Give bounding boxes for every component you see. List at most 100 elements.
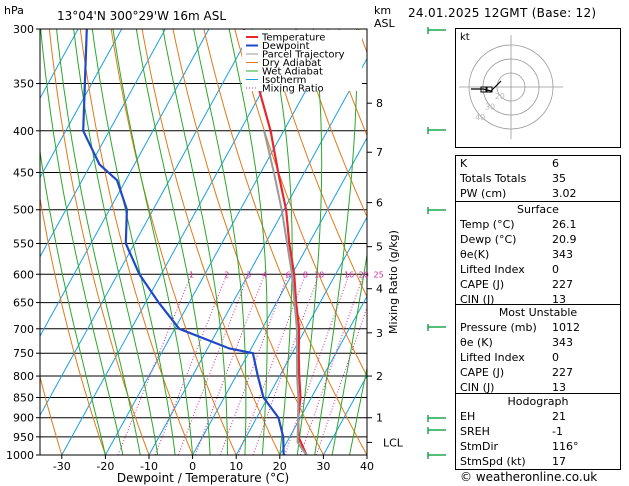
mixing-ratio-line [154,274,228,455]
index-value: 3.02 [552,187,577,200]
index-row: Totals Totals 35 [456,171,620,186]
wet-adiabat-line [162,29,228,455]
most-unstable-row: CIN (J) 13 [456,380,620,395]
surface-label: θe(K) [460,248,490,261]
dry-adiabat-line [79,29,194,455]
index-row: PW (cm) 3.02 [456,186,620,201]
hodograph-table-value: 17 [552,455,566,468]
height-tick-label: 6 [376,197,383,210]
wet-adiabat-line [269,29,293,455]
most-unstable-label: Pressure (mb) [460,321,537,334]
pressure-tick-label: 350 [13,78,34,91]
pressure-tick-label: 500 [13,204,34,217]
dry-adiabat-line [203,29,367,455]
dry-adiabat-line [48,29,150,455]
dry-adiabat-line [40,375,63,455]
mixing-ratio-line [252,274,320,455]
pressure-tick-label: 650 [13,297,34,310]
hodograph-table-row: StmDir 116° [456,439,620,454]
mixing-ratio-label: 10 [314,270,324,279]
hodograph-table-row: SREH -1 [456,424,620,439]
km-label: km [374,4,391,17]
most-unstable-value: 1012 [552,321,580,334]
surface-label: CIN (J) [460,293,495,306]
hodograph-table-label: SREH [460,425,490,438]
isotherm-line [322,374,367,455]
mixing-ratio-line [219,274,289,455]
parcel-trajectory-line [263,130,308,455]
surface-value: 20.9 [552,233,577,246]
height-tick-label: 3 [376,327,383,340]
wet-adiabat-line [40,148,106,455]
surface-row: θe(K) 343 [456,247,620,262]
hodograph-table-row: EH 21 [456,409,620,424]
most-unstable-value: 343 [552,336,573,349]
mixing-ratio-label: 3 [246,270,251,279]
mixing-ratio-line [315,305,367,455]
index-label: Totals Totals [460,172,527,185]
hodograph-marker [480,86,487,93]
hodograph-table-value: -1 [552,425,563,438]
height-tick-label: 4 [376,283,383,296]
most-unstable-label: Lifted Index [460,351,525,364]
surface-value: 13 [552,293,566,306]
temperature-tick-label: 10 [229,460,243,473]
surface-label: Temp (°C) [460,218,515,231]
pressure-tick-label: 950 [13,431,34,444]
surface-label: CAPE (J) [460,278,505,291]
mixing-ratio-label: 1 [189,270,194,279]
legend-label: Dewpoint [262,41,310,52]
dry-adiabat-line [296,29,367,219]
temperature-tick-label: 0 [189,460,196,473]
y-axis-label: Mixing Ratio (g/kg) [387,230,400,334]
wet-adiabat-line [314,29,358,455]
hodograph-ring-label: 30 [485,103,495,112]
hodograph-ring-label: 40 [475,113,485,122]
pressure-tick-label: 850 [13,391,34,404]
wet-adiabat-line [135,29,211,455]
hodograph-table-label: StmDir [460,440,499,453]
temperature-tick-label: 30 [316,460,330,473]
most-unstable-label: CIN (J) [460,381,495,394]
wind-barbs [427,27,446,459]
datetime-title: 24.01.2025 12GMT (Base: 12) [408,6,597,20]
mixing-ratio-label: 8 [303,270,308,279]
lcl-label: LCL [383,436,404,449]
most-unstable-row: Lifted Index 0 [456,350,620,365]
surface-value: 227 [552,278,573,291]
height-tick-label: 8 [376,97,383,110]
legend-label: Temperature [261,33,325,44]
pressure-tick-label: 700 [13,323,34,336]
hodograph-panel: kt 20 30 40 [455,28,621,148]
most-unstable-row: Pressure (mb) 1012 [456,320,620,335]
wet-adiabat-line [228,29,268,455]
chart-traces [82,29,308,455]
index-value: 35 [552,172,566,185]
pressure-tick-label: 550 [13,237,34,250]
height-tick-label: 7 [376,146,383,159]
index-value: 6 [552,157,559,170]
isotherm-line [61,29,297,455]
most-unstable-label: CAPE (J) [460,366,505,379]
index-label: K [460,157,468,170]
wet-adiabat-line [56,29,141,455]
x-axis-label: Dewpoint / Temperature (°C) [117,471,289,485]
legend-box [242,30,362,91]
surface-row: Lifted Index 0 [456,262,620,277]
height-tick-label: 1 [376,412,383,425]
legend-label: Mixing Ratio [262,84,324,95]
most-unstable-panel: Most Unstable Pressure (mb) 1012 θe (K) 343… [455,304,621,396]
hodograph-table-row: StmSpd (kt) 17 [456,454,620,469]
dry-adiabat-line [110,29,237,455]
most-unstable-value: 227 [552,366,573,379]
temperature-tick-label: -20 [96,460,114,473]
most-unstable-label: θe (K) [460,336,493,349]
isotherm-line [40,29,253,417]
hodograph-table-value: 116° [552,440,579,453]
height-tick-label: 5 [376,241,383,254]
dry-adiabat-line [172,29,324,455]
most-unstable-row: CAPE (J) 227 [456,365,620,380]
indices-panel: K 6 Totals Totals 35 PW (cm) 3.02 [455,155,621,202]
